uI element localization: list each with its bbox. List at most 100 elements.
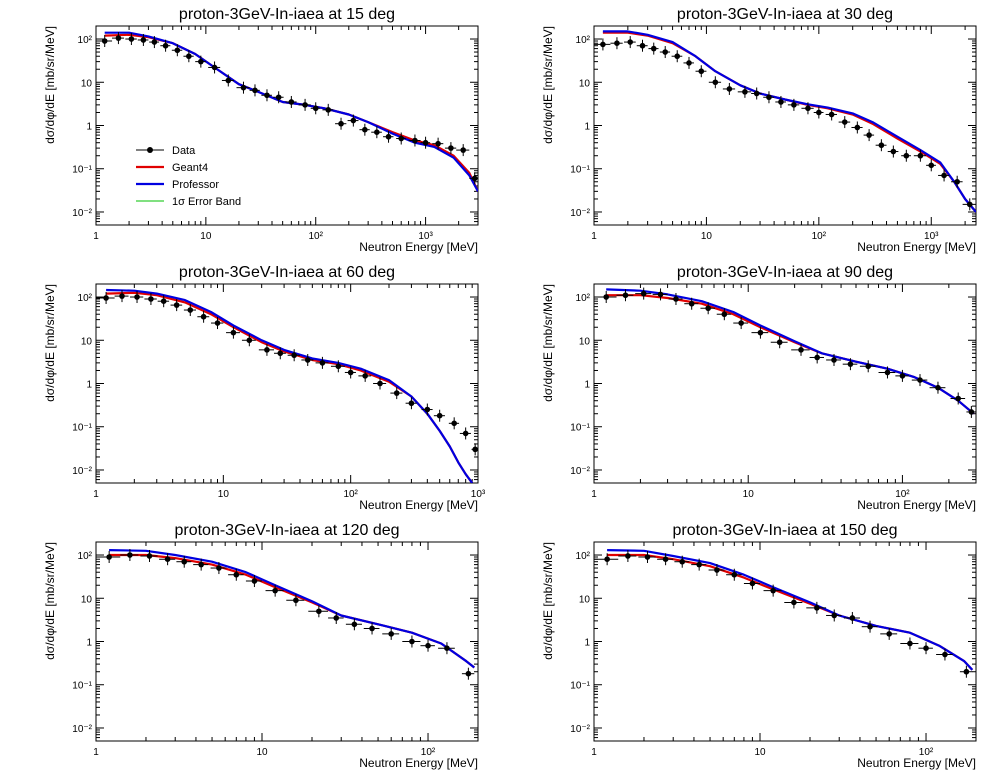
- y-axis-label: dσ/dφ/dE [mb/sr/MeV]: [541, 26, 555, 144]
- data-point: [831, 357, 837, 363]
- data-point: [325, 107, 332, 113]
- data-point: [831, 612, 838, 619]
- data-point: [644, 554, 651, 560]
- data-point: [941, 172, 947, 179]
- y-tick-label: 10²: [78, 293, 93, 304]
- data-point: [465, 670, 472, 677]
- legend-label: Data: [172, 145, 196, 157]
- data-point: [246, 337, 253, 344]
- data-point: [604, 556, 610, 563]
- data-point: [264, 347, 270, 353]
- data-point: [412, 137, 418, 144]
- x-tick-label: 10²: [308, 231, 323, 242]
- data-point: [211, 64, 218, 71]
- data-point: [867, 623, 873, 630]
- series-line-professor: [606, 288, 975, 415]
- series-line-professor: [602, 30, 976, 213]
- y-tick-label: 10: [579, 594, 591, 605]
- data-point: [101, 38, 108, 44]
- x-tick-label: 10³: [924, 231, 939, 242]
- data-point: [814, 354, 820, 361]
- data-point: [828, 111, 835, 118]
- data-point: [388, 631, 394, 637]
- series-line-geant4: [606, 294, 975, 415]
- x-tick-label: 10: [754, 747, 766, 758]
- y-tick-label: 10²: [78, 551, 93, 562]
- chart-title: proton-3GeV-In-iaea at 15 deg: [179, 6, 395, 23]
- data-point: [726, 86, 733, 92]
- data-point: [674, 53, 681, 60]
- data-point: [753, 90, 760, 97]
- y-tick-label: 10⁻²: [72, 724, 92, 735]
- data-point: [603, 294, 610, 300]
- data-point: [622, 292, 629, 299]
- plot-frame: [593, 25, 977, 226]
- x-tick-label: 10: [256, 747, 268, 758]
- x-axis-label: Neutron Energy [MeV]: [857, 498, 976, 512]
- chart-panel-0: proton-3GeV-In-iaea at 15 deg 1 10 10² 10³ 10…: [43, 6, 479, 254]
- chart-title: proton-3GeV-In-iaea at 120 deg: [174, 522, 399, 539]
- chart-title: proton-3GeV-In-iaea at 30 deg: [677, 6, 893, 23]
- data-point: [272, 587, 278, 594]
- data-point: [435, 140, 441, 147]
- x-tick-label: 10²: [421, 747, 436, 758]
- data-point: [436, 412, 443, 419]
- y-tick-label: 10⁻¹: [570, 681, 590, 692]
- data-point: [778, 99, 784, 105]
- data-point: [849, 615, 856, 621]
- chart-panel-1: proton-3GeV-In-iaea at 30 deg 1 10 10² 10³ 10…: [541, 6, 977, 254]
- plot-frame: [593, 283, 977, 484]
- y-tick-label: 10²: [576, 293, 591, 304]
- x-tick-label: 1: [93, 489, 99, 500]
- series-line-professor: [109, 549, 475, 669]
- data-point: [398, 135, 405, 142]
- x-tick-label: 1: [591, 231, 597, 242]
- data-point: [847, 361, 854, 367]
- x-tick-label: 10³: [418, 231, 433, 242]
- y-tick-label: 1: [86, 380, 92, 391]
- data-point: [884, 369, 891, 376]
- data-point: [776, 339, 783, 346]
- data-point: [903, 152, 910, 159]
- x-tick-label: 10²: [343, 489, 358, 500]
- data-point: [890, 148, 897, 155]
- data-point: [791, 102, 797, 108]
- data-point: [679, 558, 686, 565]
- chart-title: proton-3GeV-In-iaea at 60 deg: [179, 264, 395, 281]
- data-point: [650, 45, 657, 52]
- data-point: [393, 390, 400, 396]
- data-point: [106, 554, 112, 560]
- y-tick-label: 10⁻²: [570, 466, 590, 477]
- data-point: [338, 120, 344, 127]
- y-axis-label: dσ/dφ/dE [mb/sr/MeV]: [541, 542, 555, 660]
- data-point: [424, 406, 431, 413]
- y-axis-label: dσ/dφ/dE [mb/sr/MeV]: [541, 284, 555, 402]
- data-point: [233, 571, 240, 578]
- data-point: [351, 621, 358, 628]
- data-point: [770, 587, 776, 594]
- data-point: [312, 105, 319, 112]
- data-point: [369, 625, 375, 632]
- data-point: [316, 608, 322, 615]
- data-point: [377, 380, 383, 387]
- data-point: [640, 290, 647, 297]
- x-tick-label: 10: [218, 489, 230, 500]
- data-point: [335, 363, 342, 370]
- series-line-geant4: [607, 553, 974, 671]
- data-point: [252, 87, 258, 94]
- x-axis-label: Neutron Energy [MeV]: [857, 756, 976, 770]
- y-tick-label: 10²: [576, 551, 591, 562]
- data-point: [422, 139, 429, 146]
- legend: Data Geant4 Professor 1σ Error Band: [136, 145, 241, 208]
- data-point: [696, 561, 702, 568]
- data-point: [374, 129, 380, 135]
- data-point: [899, 373, 906, 379]
- data-point: [942, 651, 948, 658]
- data-point: [240, 84, 247, 91]
- data-point: [742, 89, 748, 95]
- chart-panel-5: proton-3GeV-In-iaea at 150 deg 1 10 10² 10⁻²…: [541, 522, 977, 770]
- x-tick-label: 10: [701, 231, 713, 242]
- data-point: [766, 94, 772, 101]
- y-axis-label: dσ/dφ/dE [mb/sr/MeV]: [43, 26, 57, 144]
- data-point: [460, 147, 467, 153]
